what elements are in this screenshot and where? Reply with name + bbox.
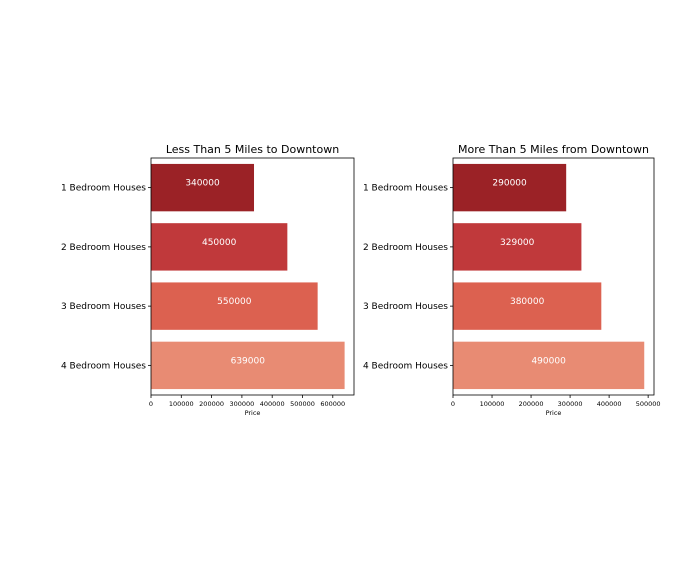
- chart-title: Less Than 5 Miles to Downtown: [166, 143, 339, 156]
- bar-1: [453, 163, 567, 212]
- bar-value-label: 290000: [492, 179, 527, 189]
- bar-value-label: 340000: [185, 179, 220, 189]
- x-tick-label: 500000: [636, 400, 661, 408]
- x-tick-label: 0: [451, 400, 455, 408]
- bar-4: [151, 341, 345, 390]
- x-tick-label: 200000: [519, 400, 544, 408]
- x-tick-label: 300000: [558, 400, 583, 408]
- x-tick-label: 200000: [199, 400, 224, 408]
- category-label: 3 Bedroom Houses: [363, 302, 448, 312]
- chart-title: More Than 5 Miles from Downtown: [458, 143, 649, 156]
- bar-2: [453, 223, 582, 271]
- bar-value-label: 380000: [510, 297, 545, 307]
- category-label: 1 Bedroom Houses: [363, 184, 448, 194]
- bar-1: [151, 163, 255, 212]
- x-tick-label: 300000: [229, 400, 254, 408]
- bar-value-label: 329000: [500, 238, 535, 248]
- x-tick-label: 100000: [480, 400, 505, 408]
- x-axis-label: Price: [245, 409, 261, 417]
- chart-panel-1: 340000 1 Bedroom Houses 450000 2 Bedroom Ho…: [61, 143, 355, 417]
- chart-panel-2: 290000 1 Bedroom Houses 329000 2 Bedroom Ho…: [363, 143, 661, 417]
- category-label: 4 Bedroom Houses: [61, 361, 146, 371]
- bar-2: [151, 223, 288, 271]
- bar-4: [453, 341, 645, 390]
- category-label: 2 Bedroom Houses: [363, 243, 448, 253]
- category-label: 2 Bedroom Houses: [61, 243, 146, 253]
- x-tick-label: 400000: [260, 400, 285, 408]
- category-label: 3 Bedroom Houses: [61, 302, 146, 312]
- x-tick-label: 100000: [169, 400, 194, 408]
- bar-value-label: 639000: [231, 356, 266, 366]
- bar-value-label: 490000: [531, 356, 566, 366]
- bar-3: [151, 282, 318, 330]
- plot-frame: [452, 157, 655, 396]
- x-tick-label: 400000: [597, 400, 622, 408]
- x-tick-label: 500000: [290, 400, 315, 408]
- category-label: 4 Bedroom Houses: [363, 361, 448, 371]
- bar-value-label: 450000: [202, 238, 237, 248]
- x-tick-label: 600000: [320, 400, 345, 408]
- x-axis-label: Price: [546, 409, 562, 417]
- bar-value-label: 550000: [217, 297, 252, 307]
- bar-3: [453, 282, 602, 330]
- x-tick-label: 0: [149, 400, 153, 408]
- plot-frame: [150, 157, 355, 396]
- category-label: 1 Bedroom Houses: [61, 184, 146, 194]
